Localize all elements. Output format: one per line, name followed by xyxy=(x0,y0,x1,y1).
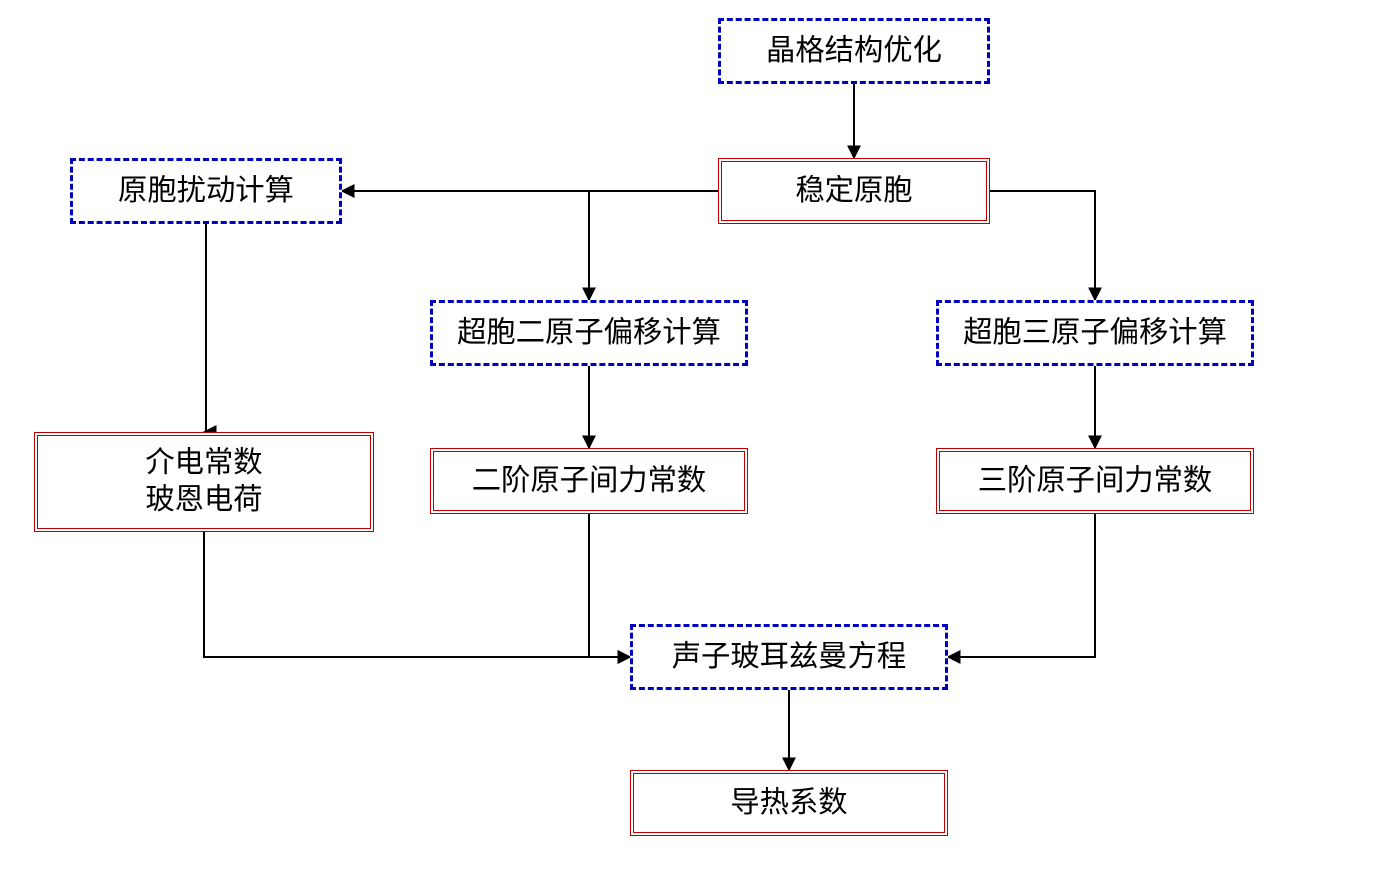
flowchart-edge xyxy=(589,514,630,657)
flowchart-node-label: 声子玻耳兹曼方程 xyxy=(672,639,907,676)
flowchart-edge xyxy=(204,224,206,432)
flowchart-node-n4: 超胞二原子偏移计算 xyxy=(430,300,748,366)
flowchart-node-n5: 超胞三原子偏移计算 xyxy=(936,300,1254,366)
flowchart-node-n2: 稳定原胞 xyxy=(718,158,990,224)
flowchart-node-n10: 导热系数 xyxy=(630,770,948,836)
flowchart-node-label: 稳定原胞 xyxy=(795,173,912,210)
flowchart-node-n6: 介电常数 玻恩电荷 xyxy=(34,432,374,532)
flowchart-node-n9: 声子玻耳兹曼方程 xyxy=(630,624,948,690)
flowchart-node-label: 超胞三原子偏移计算 xyxy=(963,315,1227,352)
flowchart-canvas: 晶格结构优化稳定原胞 原胞扰动计算超胞二原子偏移计算 超胞三原子偏移计算介电常数 玻… xyxy=(0,0,1398,877)
flowchart-node-label: 导热系数 xyxy=(730,785,847,822)
flowchart-node-n3: 原胞扰动计算 xyxy=(70,158,342,224)
flowchart-node-label: 介电常数 玻恩电荷 xyxy=(145,445,262,518)
flowchart-node-label: 超胞二原子偏移计算 xyxy=(457,315,721,352)
flowchart-node-n8: 三阶原子间力常数 xyxy=(936,448,1254,514)
flowchart-edge xyxy=(204,532,630,657)
flowchart-node-label: 晶格结构优化 xyxy=(766,33,942,70)
flowchart-node-label: 原胞扰动计算 xyxy=(118,173,294,210)
flowchart-edge xyxy=(948,514,1095,657)
flowchart-node-n7: 二阶原子间力常数 xyxy=(430,448,748,514)
flowchart-node-label: 三阶原子间力常数 xyxy=(978,463,1213,500)
flowchart-edge xyxy=(589,191,718,300)
flowchart-edge xyxy=(990,191,1095,300)
flowchart-node-n1: 晶格结构优化 xyxy=(718,18,990,84)
flowchart-node-label: 二阶原子间力常数 xyxy=(472,463,707,500)
